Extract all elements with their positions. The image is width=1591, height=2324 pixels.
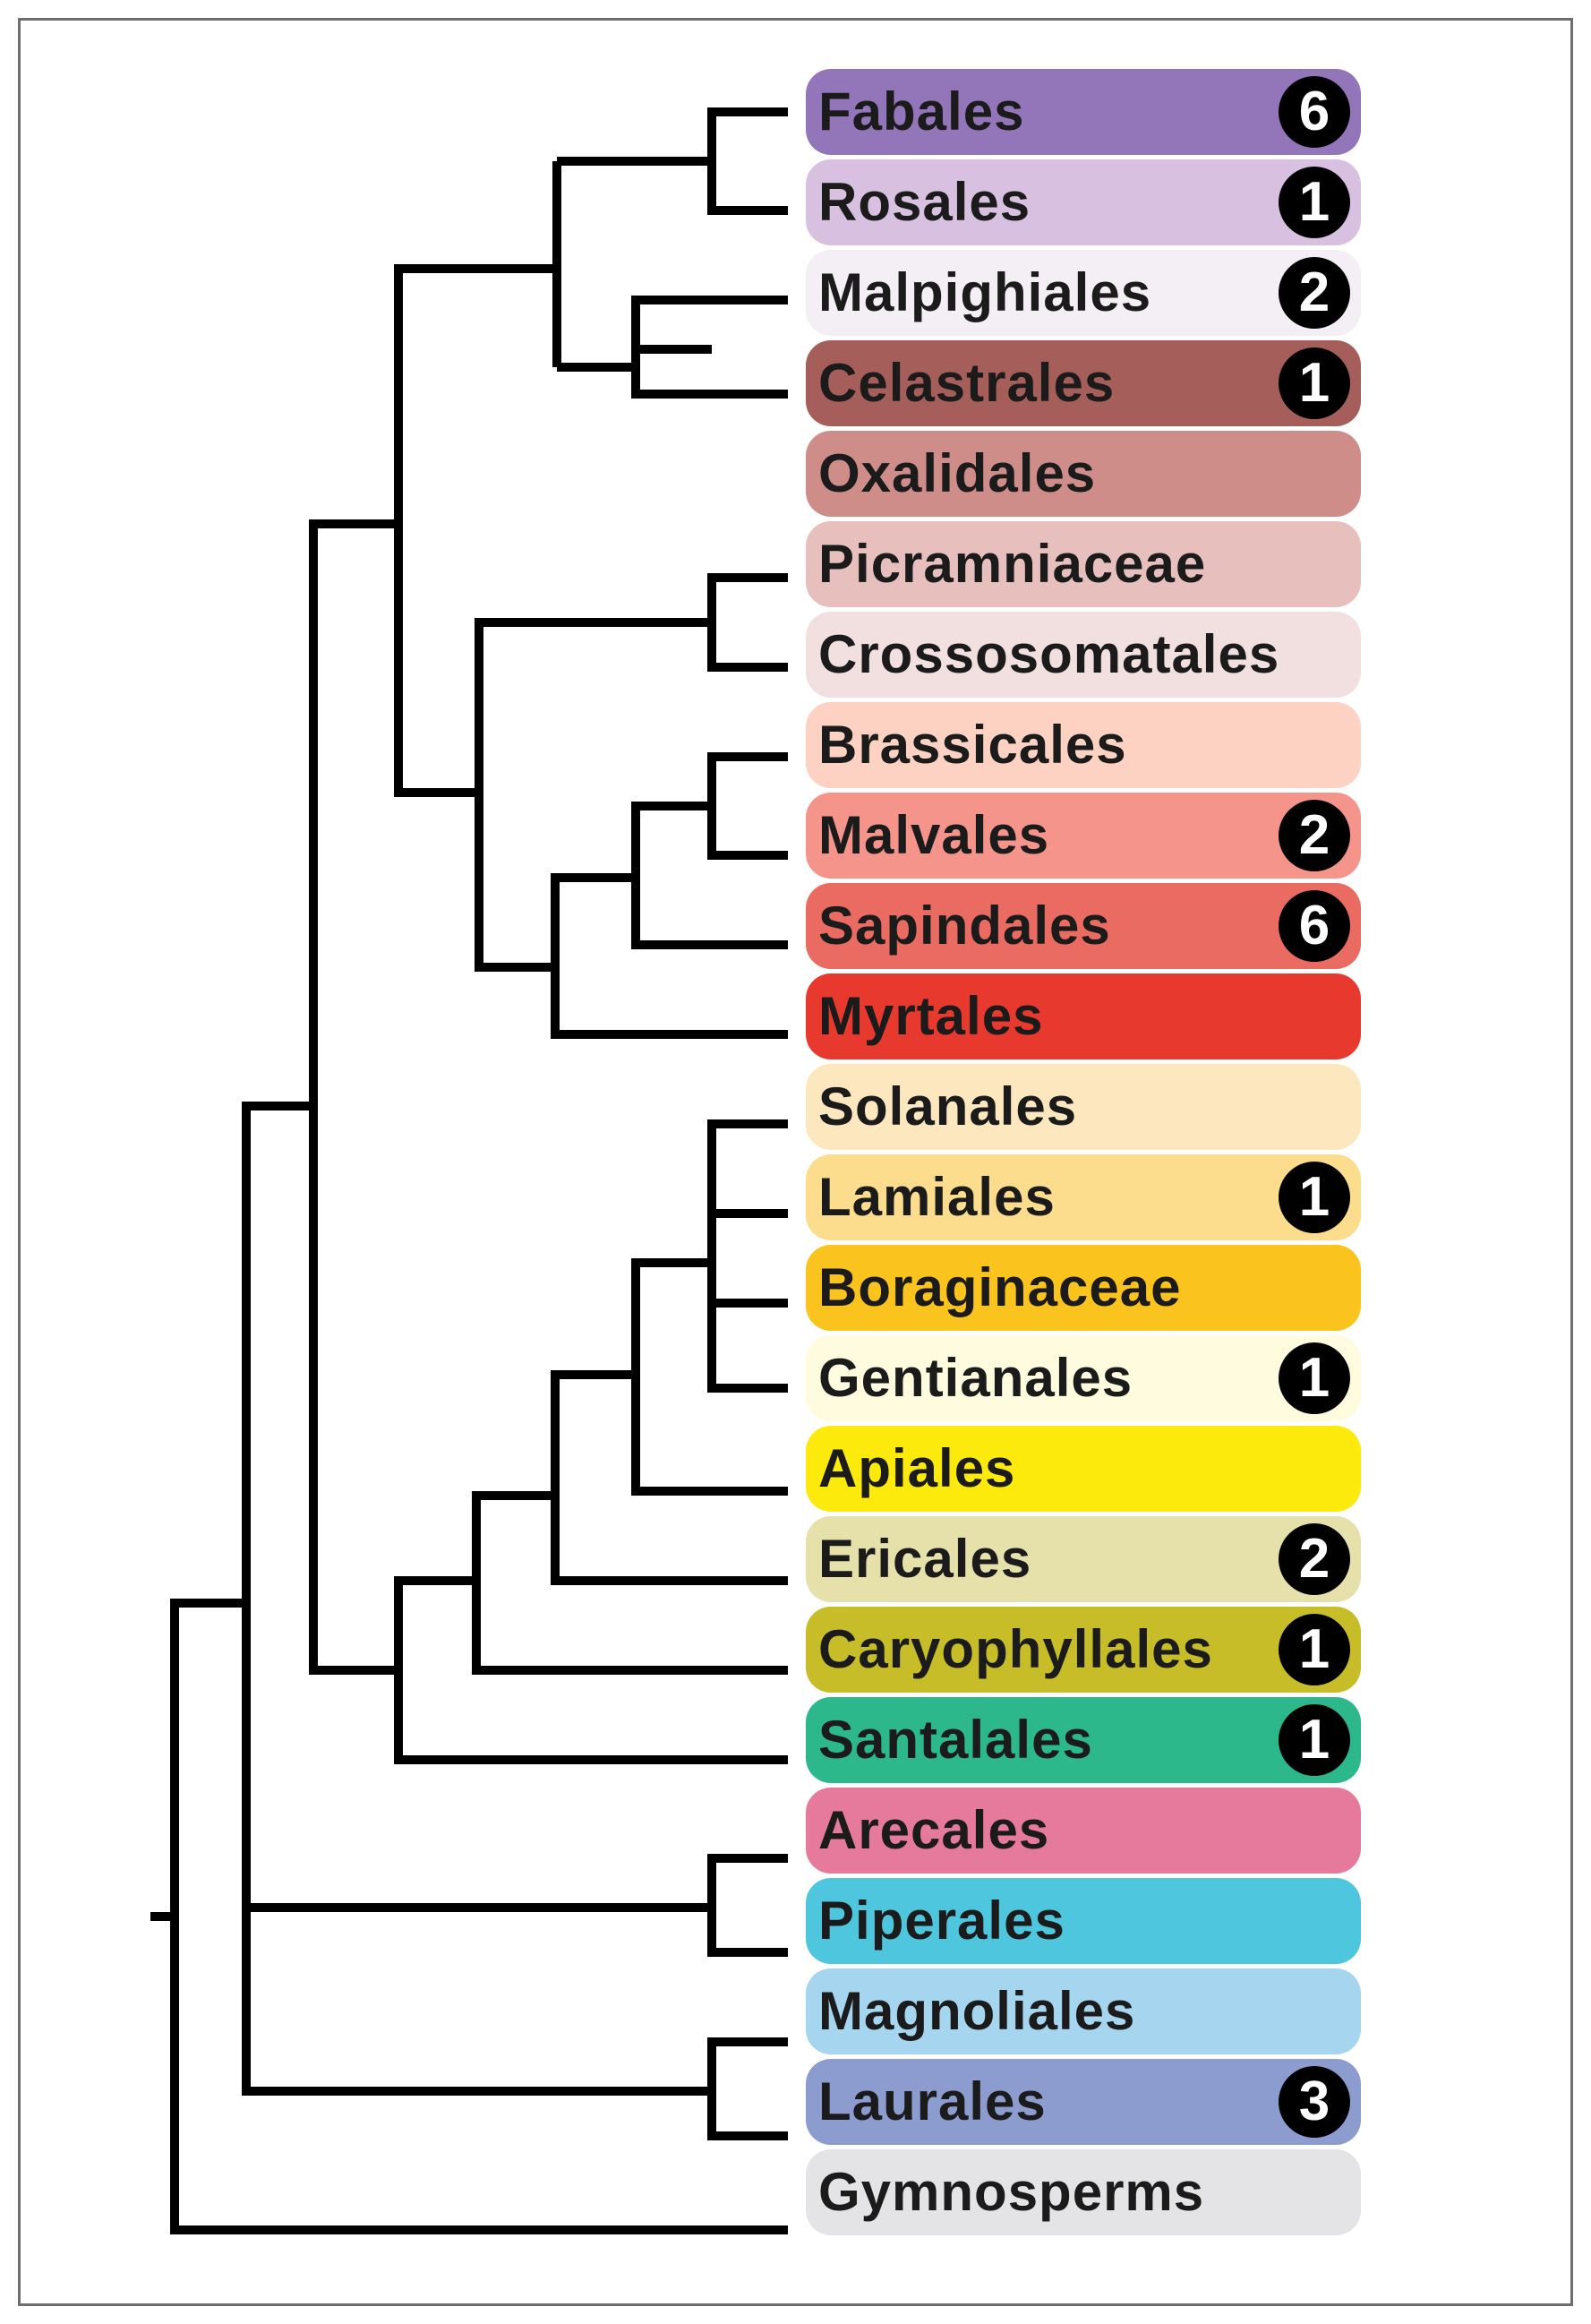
taxon-label: Myrtales (818, 986, 1044, 1046)
taxon-piperales: Piperales (806, 1878, 1361, 1964)
taxon-fabales: Fabales 6 (806, 69, 1361, 155)
taxon-lamiales: Lamiales 1 (806, 1154, 1361, 1240)
taxon-label: Laurales (818, 2071, 1047, 2131)
taxon-arecales: Arecales (806, 1788, 1361, 1874)
taxon-label: Boraginaceae (818, 1257, 1182, 1317)
taxon-magnoliales: Magnoliales (806, 1968, 1361, 2054)
figure-frame (18, 18, 1573, 2306)
taxon-label: Lamiales (818, 1167, 1056, 1227)
taxon-label: Caryophyllales (818, 1619, 1213, 1679)
tree-branches (150, 107, 788, 2234)
count-badge: 2 (1279, 1523, 1350, 1595)
taxon-label: Malpighiales (818, 262, 1152, 322)
taxon-solanales: Solanales (806, 1064, 1361, 1150)
taxon-brassicales: Brassicales (806, 702, 1361, 788)
taxon-santalales: Santalales 1 (806, 1697, 1361, 1783)
taxon-label: Solanales (818, 1076, 1078, 1136)
taxon-label: Ericales (818, 1529, 1032, 1589)
taxon-celastrales: Celastrales 1 (806, 340, 1361, 426)
taxon-caryophyllales: Caryophyllales 1 (806, 1607, 1361, 1693)
taxon-label: Picramniaceae (818, 534, 1207, 594)
count-badge: 3 (1279, 2066, 1350, 2138)
count-badge: 2 (1279, 800, 1350, 871)
taxon-gentianales: Gentianales 1 (806, 1335, 1361, 1421)
taxon-boraginaceae: Boraginaceae (806, 1245, 1361, 1331)
count-badge: 1 (1279, 1342, 1350, 1414)
count-badge: 1 (1279, 1162, 1350, 1233)
taxon-ericales: Ericales 2 (806, 1516, 1361, 1602)
taxon-label: Gymnosperms (818, 2162, 1205, 2222)
taxon-gymnosperms: Gymnosperms (806, 2149, 1361, 2235)
taxon-label: Magnoliales (818, 1981, 1136, 2041)
taxon-oxalidales: Oxalidales (806, 431, 1361, 517)
taxon-picramniaceae: Picramniaceae (806, 521, 1361, 607)
count-badge: 1 (1279, 1704, 1350, 1776)
taxon-crossosomatales: Crossosomatales (806, 612, 1361, 698)
taxon-label: Fabales (818, 81, 1025, 141)
taxon-label: Apiales (818, 1438, 1016, 1498)
taxon-label: Celastrales (818, 353, 1116, 413)
count-badge: 1 (1279, 167, 1350, 238)
taxon-sapindales: Sapindales 6 (806, 883, 1361, 969)
taxon-laurales: Laurales 3 (806, 2059, 1361, 2145)
taxon-label: Crossosomatales (818, 624, 1280, 684)
taxon-malvales: Malvales 2 (806, 793, 1361, 879)
count-badge: 2 (1279, 257, 1350, 329)
taxon-label: Piperales (818, 1891, 1065, 1951)
taxon-malpighiales: Malpighiales 2 (806, 250, 1361, 336)
taxon-rosales: Rosales 1 (806, 159, 1361, 245)
count-badge: 6 (1279, 890, 1350, 962)
count-badge: 1 (1279, 1614, 1350, 1685)
taxon-label: Gentianales (818, 1348, 1133, 1408)
taxon-label: Rosales (818, 172, 1031, 232)
count-badge: 1 (1279, 347, 1350, 419)
taxon-label: Malvales (818, 805, 1050, 865)
taxon-label: Santalales (818, 1710, 1093, 1770)
taxon-label: Oxalidales (818, 443, 1097, 503)
taxon-label: Sapindales (818, 896, 1111, 956)
count-badge: 6 (1279, 76, 1350, 148)
taxon-label: Brassicales (818, 715, 1127, 775)
taxon-label: Arecales (818, 1800, 1050, 1860)
taxon-apiales: Apiales (806, 1426, 1361, 1512)
taxon-myrtales: Myrtales (806, 973, 1361, 1059)
